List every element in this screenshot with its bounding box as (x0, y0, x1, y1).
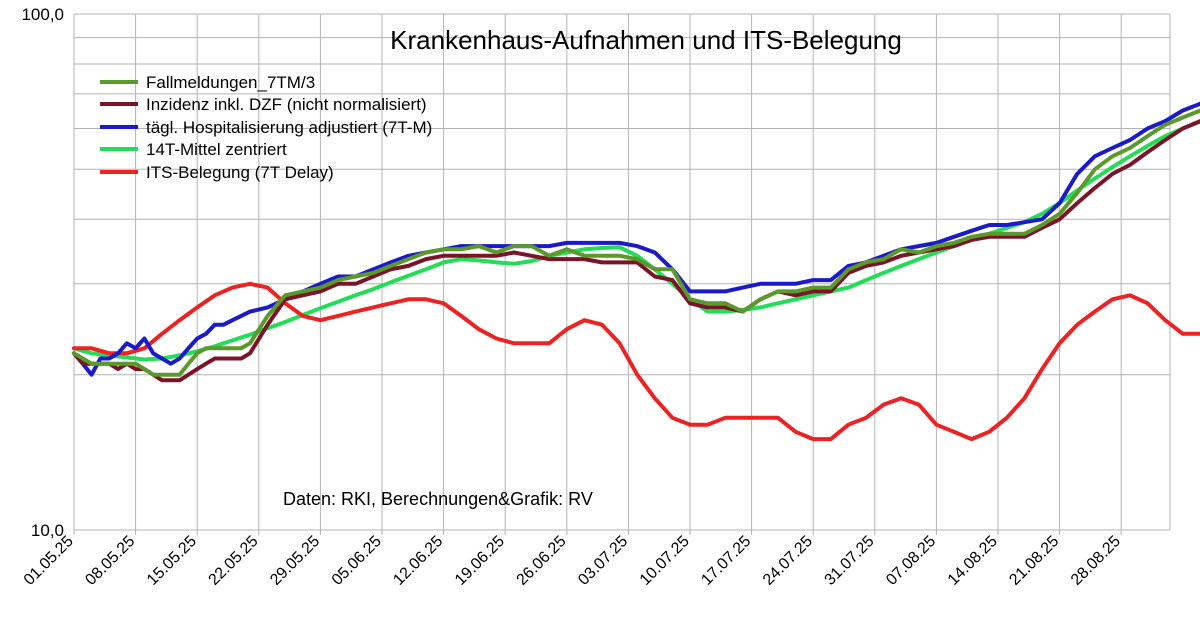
series-line-hospitalisierung (72, 101, 1200, 377)
legend-label-its: ITS-Belegung (7T Delay) (146, 163, 334, 182)
legend: Fallmeldungen_7TM/3 Inzidenz inkl. DZF (… (100, 73, 432, 182)
series-lines (72, 101, 1200, 442)
y-tick-label-100: 100,0 (21, 5, 64, 24)
gridlines (73, 13, 1171, 531)
series-line-inzidenz (72, 119, 1200, 383)
source-annotation: Daten: RKI, Berechnungen&Grafik: RV (283, 489, 593, 509)
y-axis-labels: 100,0 10,0 (21, 5, 64, 540)
chart-title: Krankenhaus-Aufnahmen und ITS-Belegung (390, 25, 902, 55)
axes (73, 14, 1170, 531)
legend-label-fallmeldungen: Fallmeldungen_7TM/3 (146, 73, 315, 92)
series-line-its (72, 281, 1200, 442)
legend-label-14t-mittel: 14T-Mittel zentriert (146, 140, 287, 159)
legend-label-inzidenz: Inzidenz inkl. DZF (nicht normalisiert) (146, 95, 427, 114)
legend-label-hospitalisierung: tägl. Hospitalisierung adjustiert (7T-M) (146, 118, 432, 137)
series-line-fallmeldungen (72, 108, 1200, 377)
y-tick-label-10: 10,0 (31, 521, 64, 540)
